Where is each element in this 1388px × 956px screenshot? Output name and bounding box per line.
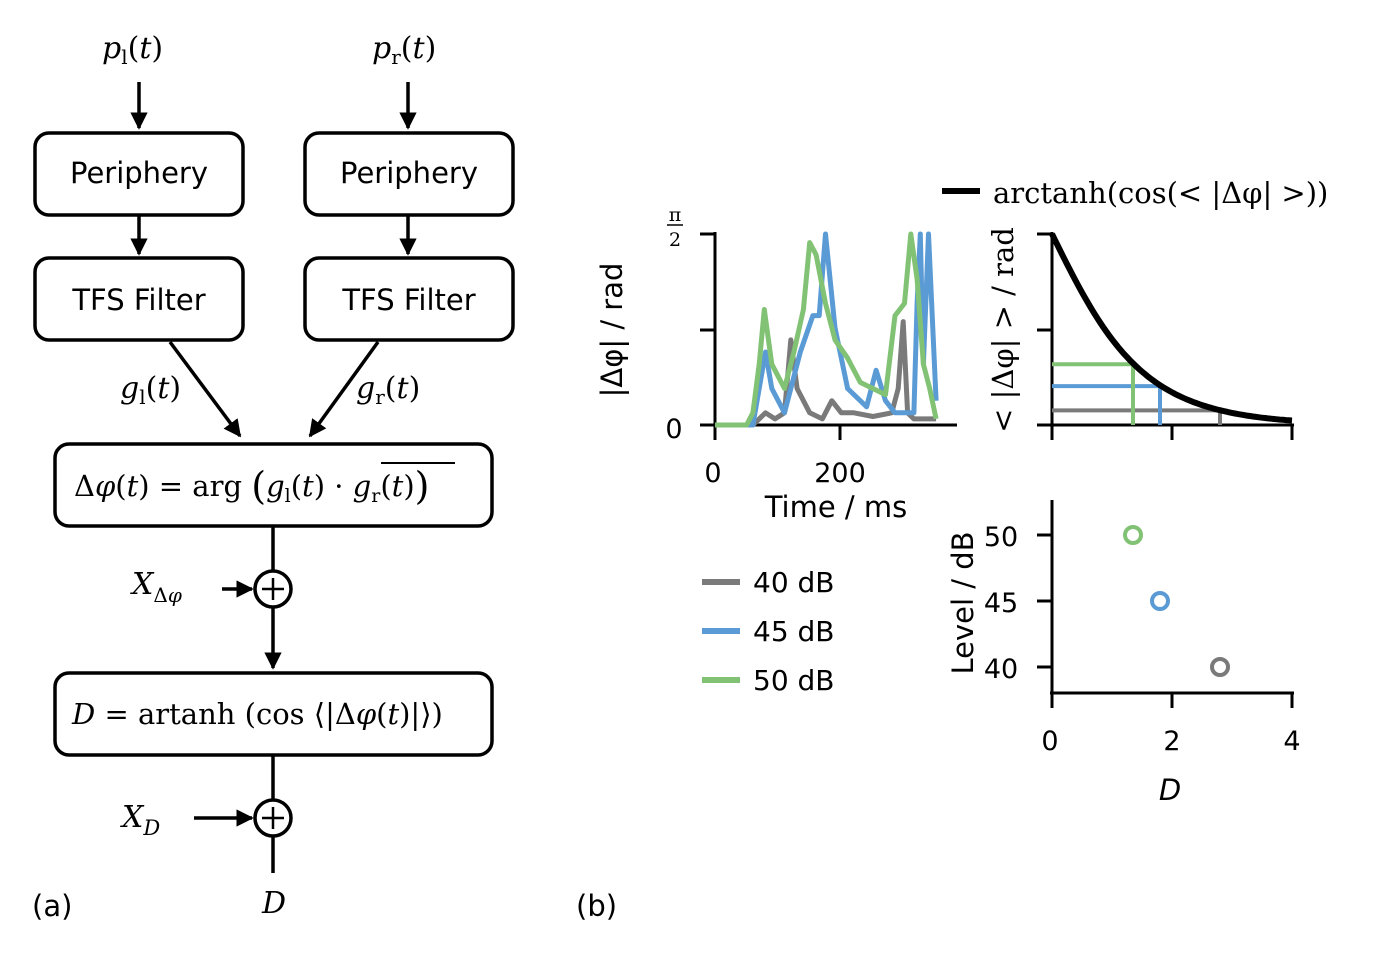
d-formula: D = artanh (cos ⟨|Δφ(t)|⟩) [71,697,443,731]
g-left-label: gl(t) [120,371,181,409]
level-plot-ytick-40-label: 40 [984,654,1018,685]
time-plot-ytick-pi: π [669,204,682,226]
periphery-right-box [303,131,515,217]
panel-b-label: (b) [576,889,617,923]
time-plot: π 2 0 0 200 Time / ms |Δφ| / rad [595,204,957,524]
periphery-right-label: Periphery [340,156,478,190]
legend-label-50-db: 50 dB [753,664,835,697]
level-plot-xtick-2-label: 2 [1163,726,1180,757]
legend-curve-label: arctanh(cos(< |Δφ| >)) [993,176,1328,210]
level-point-50 [1123,525,1143,545]
mapping-plot: < |Δφ| > / rad [986,227,1294,440]
tfs-left-box [33,256,245,342]
tfs-right-box [303,256,515,342]
arrow-g-left [168,340,242,438]
time-plot-series [715,231,939,428]
level-point-45 [1150,591,1170,611]
panel-a: pl(t) pr(t) Periphery Periphery TFS Filt… [32,31,515,923]
time-plot-ytick-zero-label: 0 [665,414,682,445]
time-plot-ytick-two: 2 [669,229,681,251]
time-series-40-db [715,319,937,428]
legend-label-45-db: 45 dB [753,615,835,648]
noise-phase-label: XΔφ [130,567,182,607]
level-plot-ytick-45-label: 45 [984,588,1018,619]
legend-label-40-db: 40 dB [753,566,835,599]
periphery-left-label: Periphery [70,156,208,190]
tfs-left-label: TFS Filter [71,283,205,317]
mapping-plot-series [1049,232,1293,425]
mapping-curve [1049,232,1293,424]
level-plot-xlabel: D [1159,773,1181,807]
level-plot: 50 45 40 0 2 4 D Level / dB [946,500,1301,807]
level-plot-ytick-50-label: 50 [984,522,1018,553]
time-plot-ylabel: |Δφ| / rad [595,263,629,398]
level-plot-xtick-4-label: 4 [1283,726,1300,757]
d-formula-box [53,671,494,757]
output-label: D [261,886,286,921]
mapping-plot-ylabel: < |Δφ| > / rad [986,227,1020,433]
periphery-left-box [33,131,245,217]
arrow-g-right [308,340,380,438]
time-plot-xtick-200-label: 200 [814,458,866,489]
panel-b: (b) arctanh(cos(< |Δφ| >)) π 2 0 0 200 T… [576,176,1328,923]
level-plot-points [1123,525,1230,677]
noise-d-label: XD [120,800,160,840]
level-plot-ylabel: Level / dB [946,531,980,674]
g-right-label: gr(t) [356,371,420,409]
time-plot-xlabel: Time / ms [764,490,908,524]
level-plot-xtick-0-label: 0 [1041,726,1058,757]
level-point-40 [1210,657,1230,677]
input-left-label: pl(t) [102,31,163,69]
phase-difference-box [53,442,494,528]
input-right-label: pr(t) [372,31,436,69]
phase-difference-formula: Δφ(t) = arg (gl(t) · gr(t)) [74,464,429,508]
panel-a-label: (a) [32,889,72,923]
time-series-50-db [715,231,939,428]
time-plot-xtick-0-label: 0 [704,458,721,489]
tfs-right-label: TFS Filter [341,283,475,317]
level-legend: 40 dB 45 dB 50 dB [702,566,835,697]
